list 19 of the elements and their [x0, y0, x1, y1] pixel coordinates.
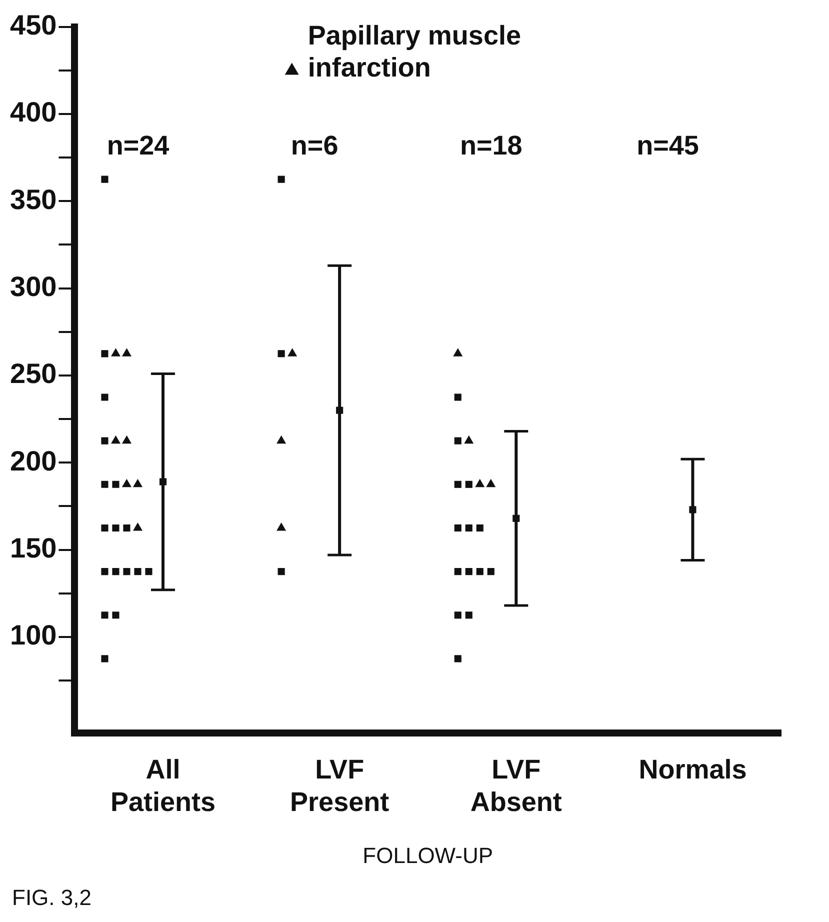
x-tick-label: LVF Absent — [470, 754, 562, 817]
annotation: n=24 — [106, 130, 170, 160]
x-tick-label: All Patients — [110, 754, 216, 817]
y-tick-label: 300 — [10, 271, 57, 302]
y-tick-label: 400 — [10, 96, 57, 128]
annotation: n=45 — [636, 130, 699, 160]
y-tick-label: 250 — [10, 358, 57, 390]
y-tick-label: 100 — [10, 620, 57, 651]
x-tick-label: LVF Present — [290, 754, 390, 817]
annotation: n=18 — [460, 130, 522, 160]
y-tick-label: 150 — [10, 532, 57, 564]
legend-label: Papillary muscle infarction — [308, 20, 521, 82]
x-axis-title: FOLLOW-UP — [362, 842, 494, 868]
y-tick-label: 350 — [10, 184, 57, 215]
caption: FIG. 3,2 — [12, 885, 92, 910]
annotation: n=6 — [290, 130, 338, 160]
y-tick-label: 450 — [10, 10, 57, 41]
y-tick-label: 200 — [10, 445, 57, 476]
x-tick-label: Normals — [638, 754, 747, 784]
